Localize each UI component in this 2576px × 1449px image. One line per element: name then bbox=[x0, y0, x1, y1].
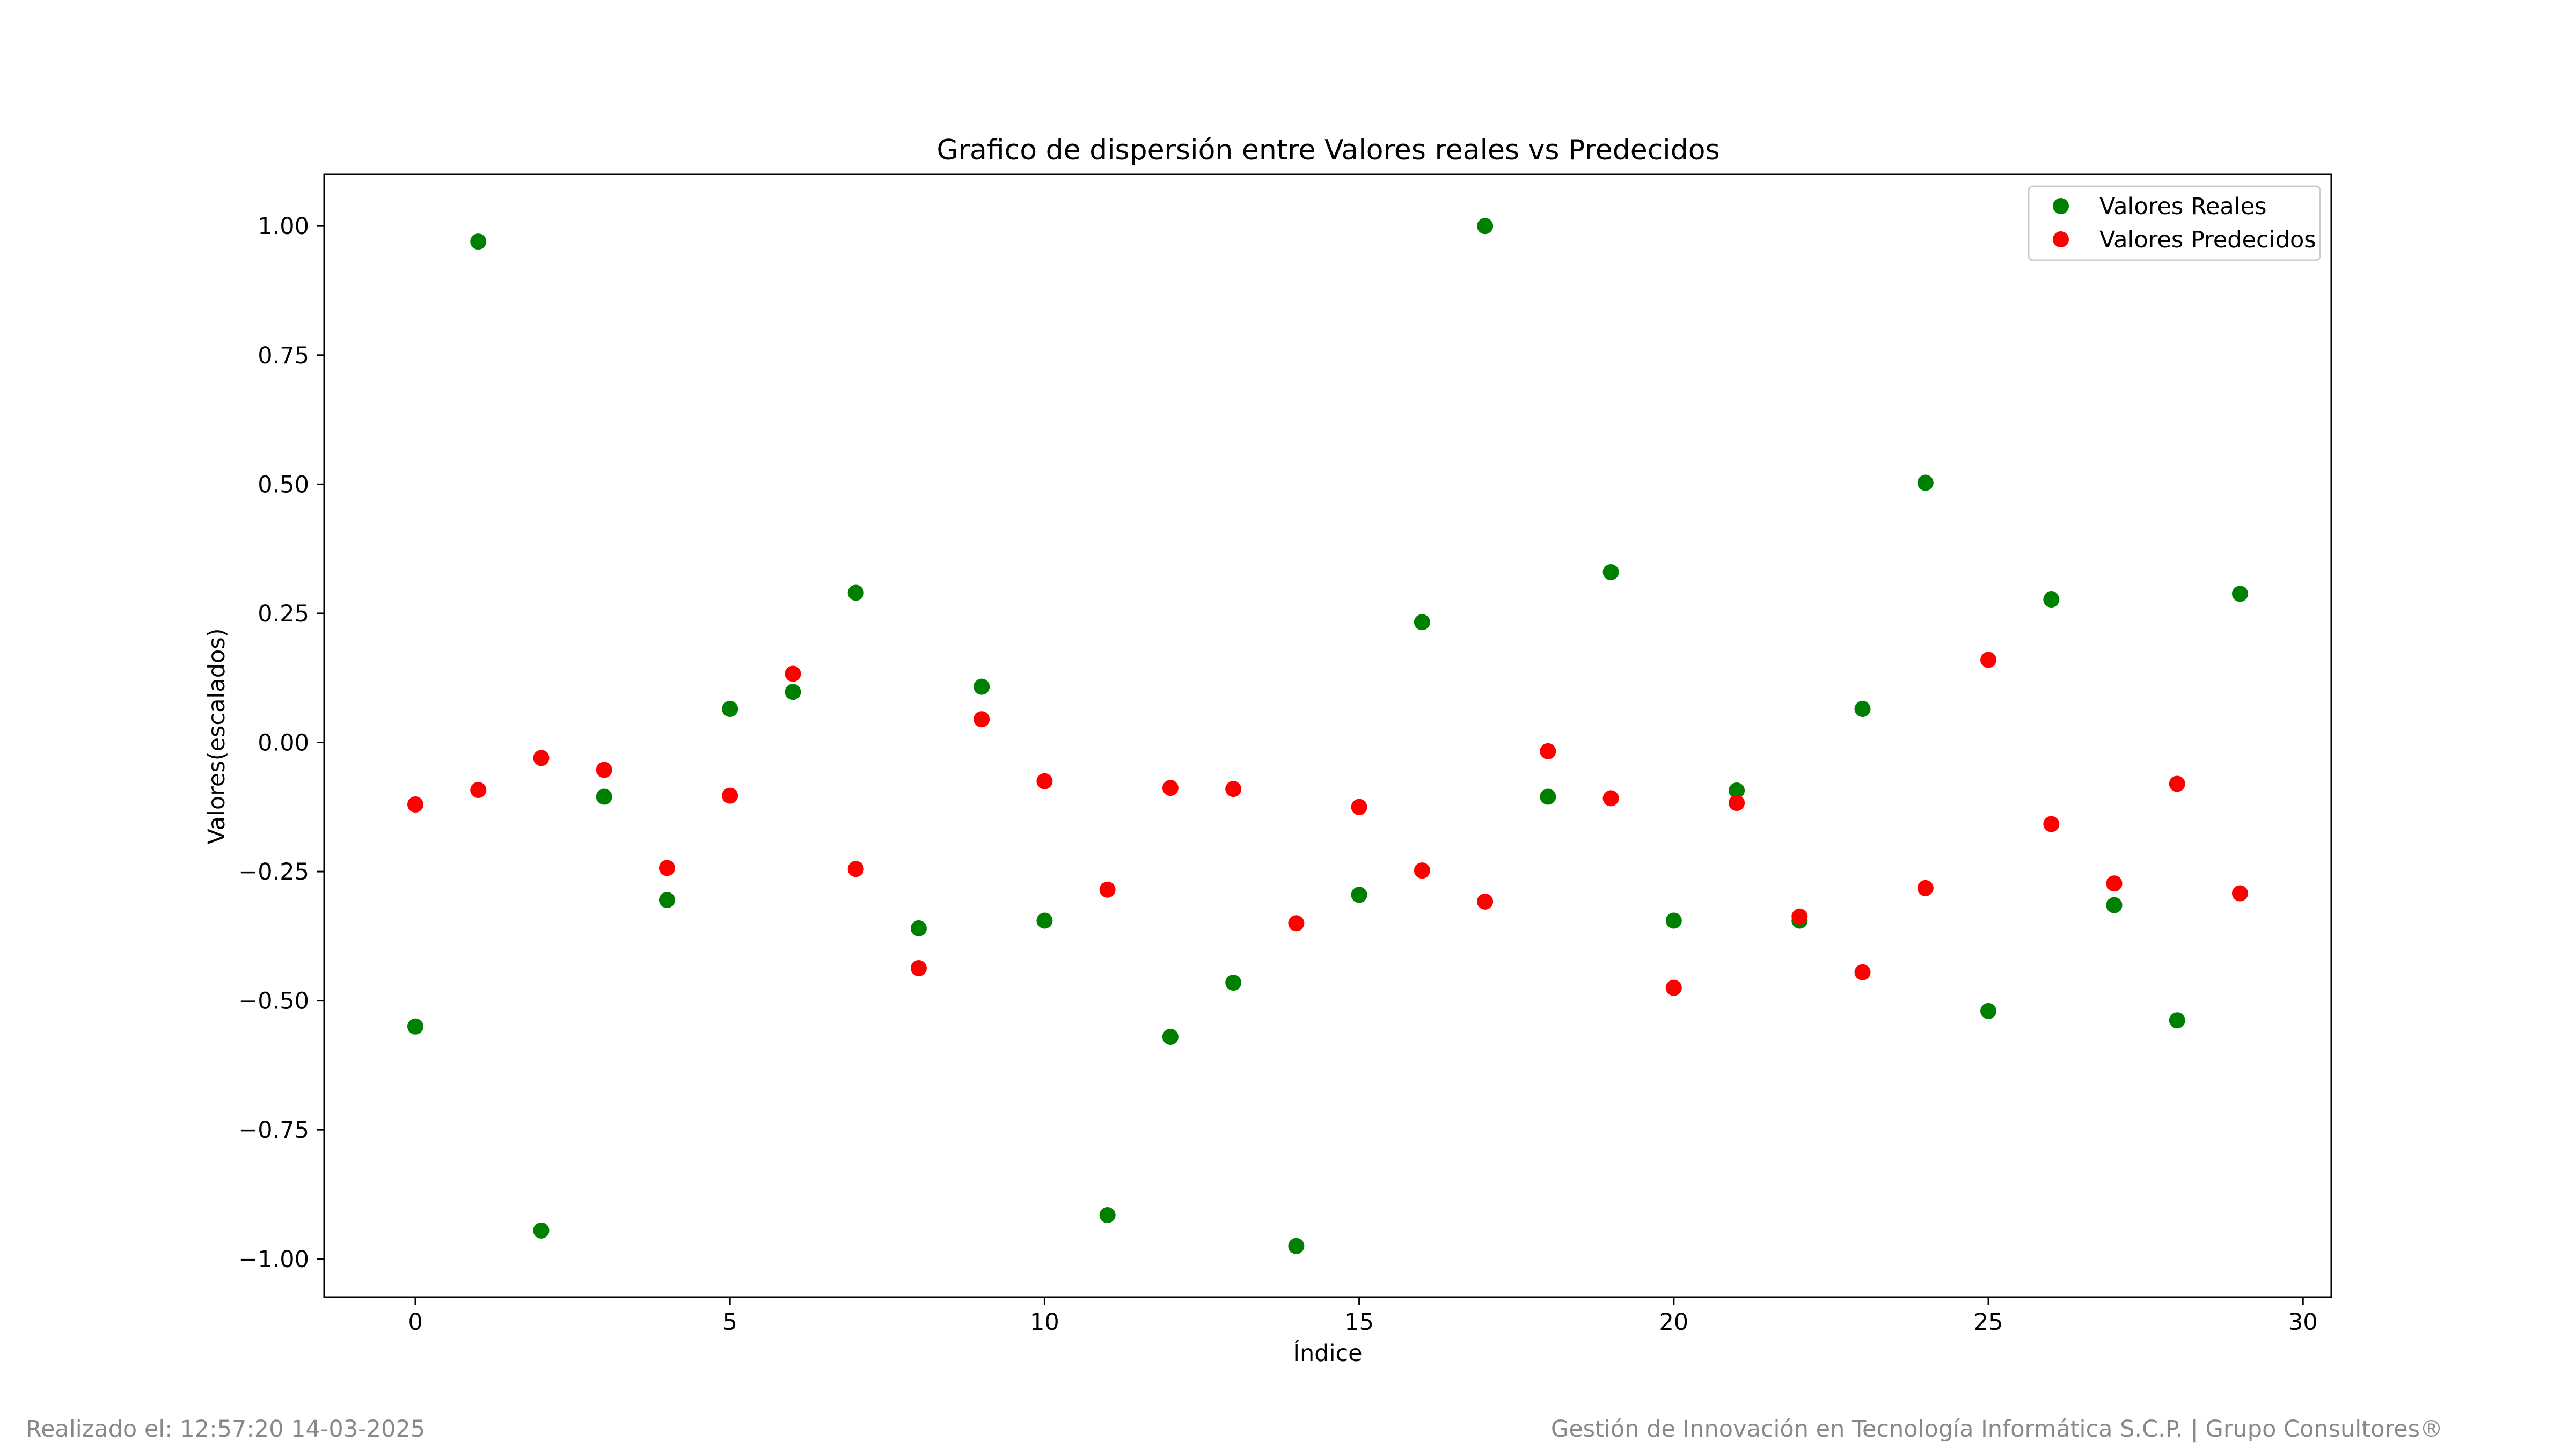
x-axis-label: Índice bbox=[1293, 1340, 1362, 1367]
data-point bbox=[1414, 862, 1430, 879]
legend-label: Valores Predecidos bbox=[2099, 226, 2316, 253]
data-point bbox=[785, 665, 801, 682]
x-tick-label: 0 bbox=[408, 1309, 422, 1336]
data-point bbox=[722, 700, 738, 717]
data-point bbox=[2232, 885, 2248, 902]
data-point bbox=[1414, 614, 1430, 631]
data-point bbox=[1099, 1206, 1116, 1223]
data-point bbox=[785, 684, 801, 700]
data-point bbox=[974, 678, 990, 695]
data-point bbox=[1540, 743, 1556, 759]
data-point bbox=[1791, 908, 1808, 925]
data-point bbox=[1225, 974, 1242, 991]
y-tick-label: −1.00 bbox=[238, 1246, 309, 1273]
x-tick-label: 5 bbox=[723, 1309, 737, 1336]
data-point bbox=[974, 711, 990, 728]
x-tick-label: 15 bbox=[1344, 1309, 1374, 1336]
data-point bbox=[1602, 790, 1619, 807]
data-point bbox=[1540, 788, 1556, 805]
data-point bbox=[1162, 780, 1179, 796]
data-point bbox=[1980, 1002, 1997, 1019]
y-tick-label: 1.00 bbox=[258, 213, 309, 240]
y-tick-label: −0.25 bbox=[238, 859, 309, 885]
data-point bbox=[1917, 474, 1934, 491]
y-tick-label: −0.75 bbox=[238, 1117, 309, 1144]
legend-marker bbox=[2053, 231, 2069, 247]
data-point bbox=[2169, 775, 2185, 792]
data-point bbox=[533, 750, 550, 766]
data-point bbox=[533, 1222, 550, 1239]
y-axis: 1.00 0.75 0.50 0.25 0.00 −0.25 −0.50 −0.75 −1.00 bbox=[238, 213, 324, 1273]
data-point bbox=[2232, 586, 2248, 602]
data-point bbox=[407, 796, 423, 813]
x-tick-label: 10 bbox=[1030, 1309, 1059, 1336]
legend-box bbox=[2028, 185, 2321, 261]
data-point bbox=[910, 960, 927, 977]
data-point bbox=[847, 861, 864, 877]
legend: Valores Reales Valores Predecidos bbox=[2028, 185, 2321, 261]
footer-credits: Gestión de Innovación en Tecnología Info… bbox=[1550, 1416, 2443, 1443]
data-point bbox=[722, 787, 738, 804]
plot-frame bbox=[323, 173, 2332, 1298]
data-point bbox=[1225, 781, 1242, 797]
data-point bbox=[470, 233, 487, 250]
x-axis: 0 5 10 15 20 25 30 bbox=[408, 1297, 2318, 1336]
data-point bbox=[2043, 591, 2060, 608]
data-point bbox=[1729, 782, 1745, 799]
legend-marker bbox=[2053, 198, 2069, 214]
data-point bbox=[658, 860, 675, 876]
y-tick-label: 0.25 bbox=[258, 601, 309, 627]
data-point bbox=[1477, 218, 1494, 235]
x-tick-label: 20 bbox=[1659, 1309, 1688, 1336]
chart-title: Grafico de dispersión entre Valores real… bbox=[936, 134, 1719, 166]
data-point bbox=[2169, 1012, 2185, 1029]
data-point bbox=[1288, 915, 1305, 932]
data-point bbox=[1477, 893, 1494, 910]
data-point bbox=[2106, 875, 2123, 892]
data-point bbox=[1162, 1029, 1179, 1045]
data-point bbox=[1854, 700, 1871, 717]
y-axis-label: Valores(escalados) bbox=[203, 628, 230, 845]
data-point bbox=[1665, 912, 1682, 929]
data-point bbox=[1288, 1238, 1305, 1254]
data-point bbox=[1036, 773, 1053, 789]
data-point bbox=[470, 782, 487, 799]
x-tick-label: 30 bbox=[2288, 1309, 2318, 1336]
data-point bbox=[2106, 897, 2123, 913]
data-point bbox=[1036, 912, 1053, 929]
y-tick-label: −0.50 bbox=[238, 988, 309, 1015]
footer-timestamp: Realizado el: 12:57:20 14-03-2025 bbox=[26, 1416, 426, 1443]
data-point bbox=[596, 762, 612, 778]
series-reales bbox=[407, 218, 2248, 1254]
data-point bbox=[1351, 887, 1367, 903]
data-point bbox=[1665, 979, 1682, 996]
data-point bbox=[1099, 881, 1116, 898]
x-tick-label: 25 bbox=[1974, 1309, 2003, 1336]
data-points bbox=[407, 218, 2248, 1254]
data-point bbox=[1602, 564, 1619, 580]
data-point bbox=[1854, 964, 1871, 980]
y-tick-label: 0.75 bbox=[258, 342, 309, 369]
data-point bbox=[1980, 652, 1997, 668]
data-point bbox=[2043, 816, 2060, 832]
legend-label: Valores Reales bbox=[2099, 193, 2267, 220]
data-point bbox=[407, 1018, 423, 1035]
y-tick-label: 0.00 bbox=[258, 730, 309, 757]
data-point bbox=[910, 920, 927, 936]
data-point bbox=[596, 788, 612, 805]
data-point bbox=[1917, 880, 1934, 896]
data-point bbox=[1729, 795, 1745, 811]
data-point bbox=[658, 892, 675, 909]
y-tick-label: 0.50 bbox=[258, 471, 309, 498]
data-point bbox=[847, 584, 864, 601]
series-predecidos bbox=[407, 652, 2248, 996]
data-point bbox=[1351, 799, 1367, 815]
